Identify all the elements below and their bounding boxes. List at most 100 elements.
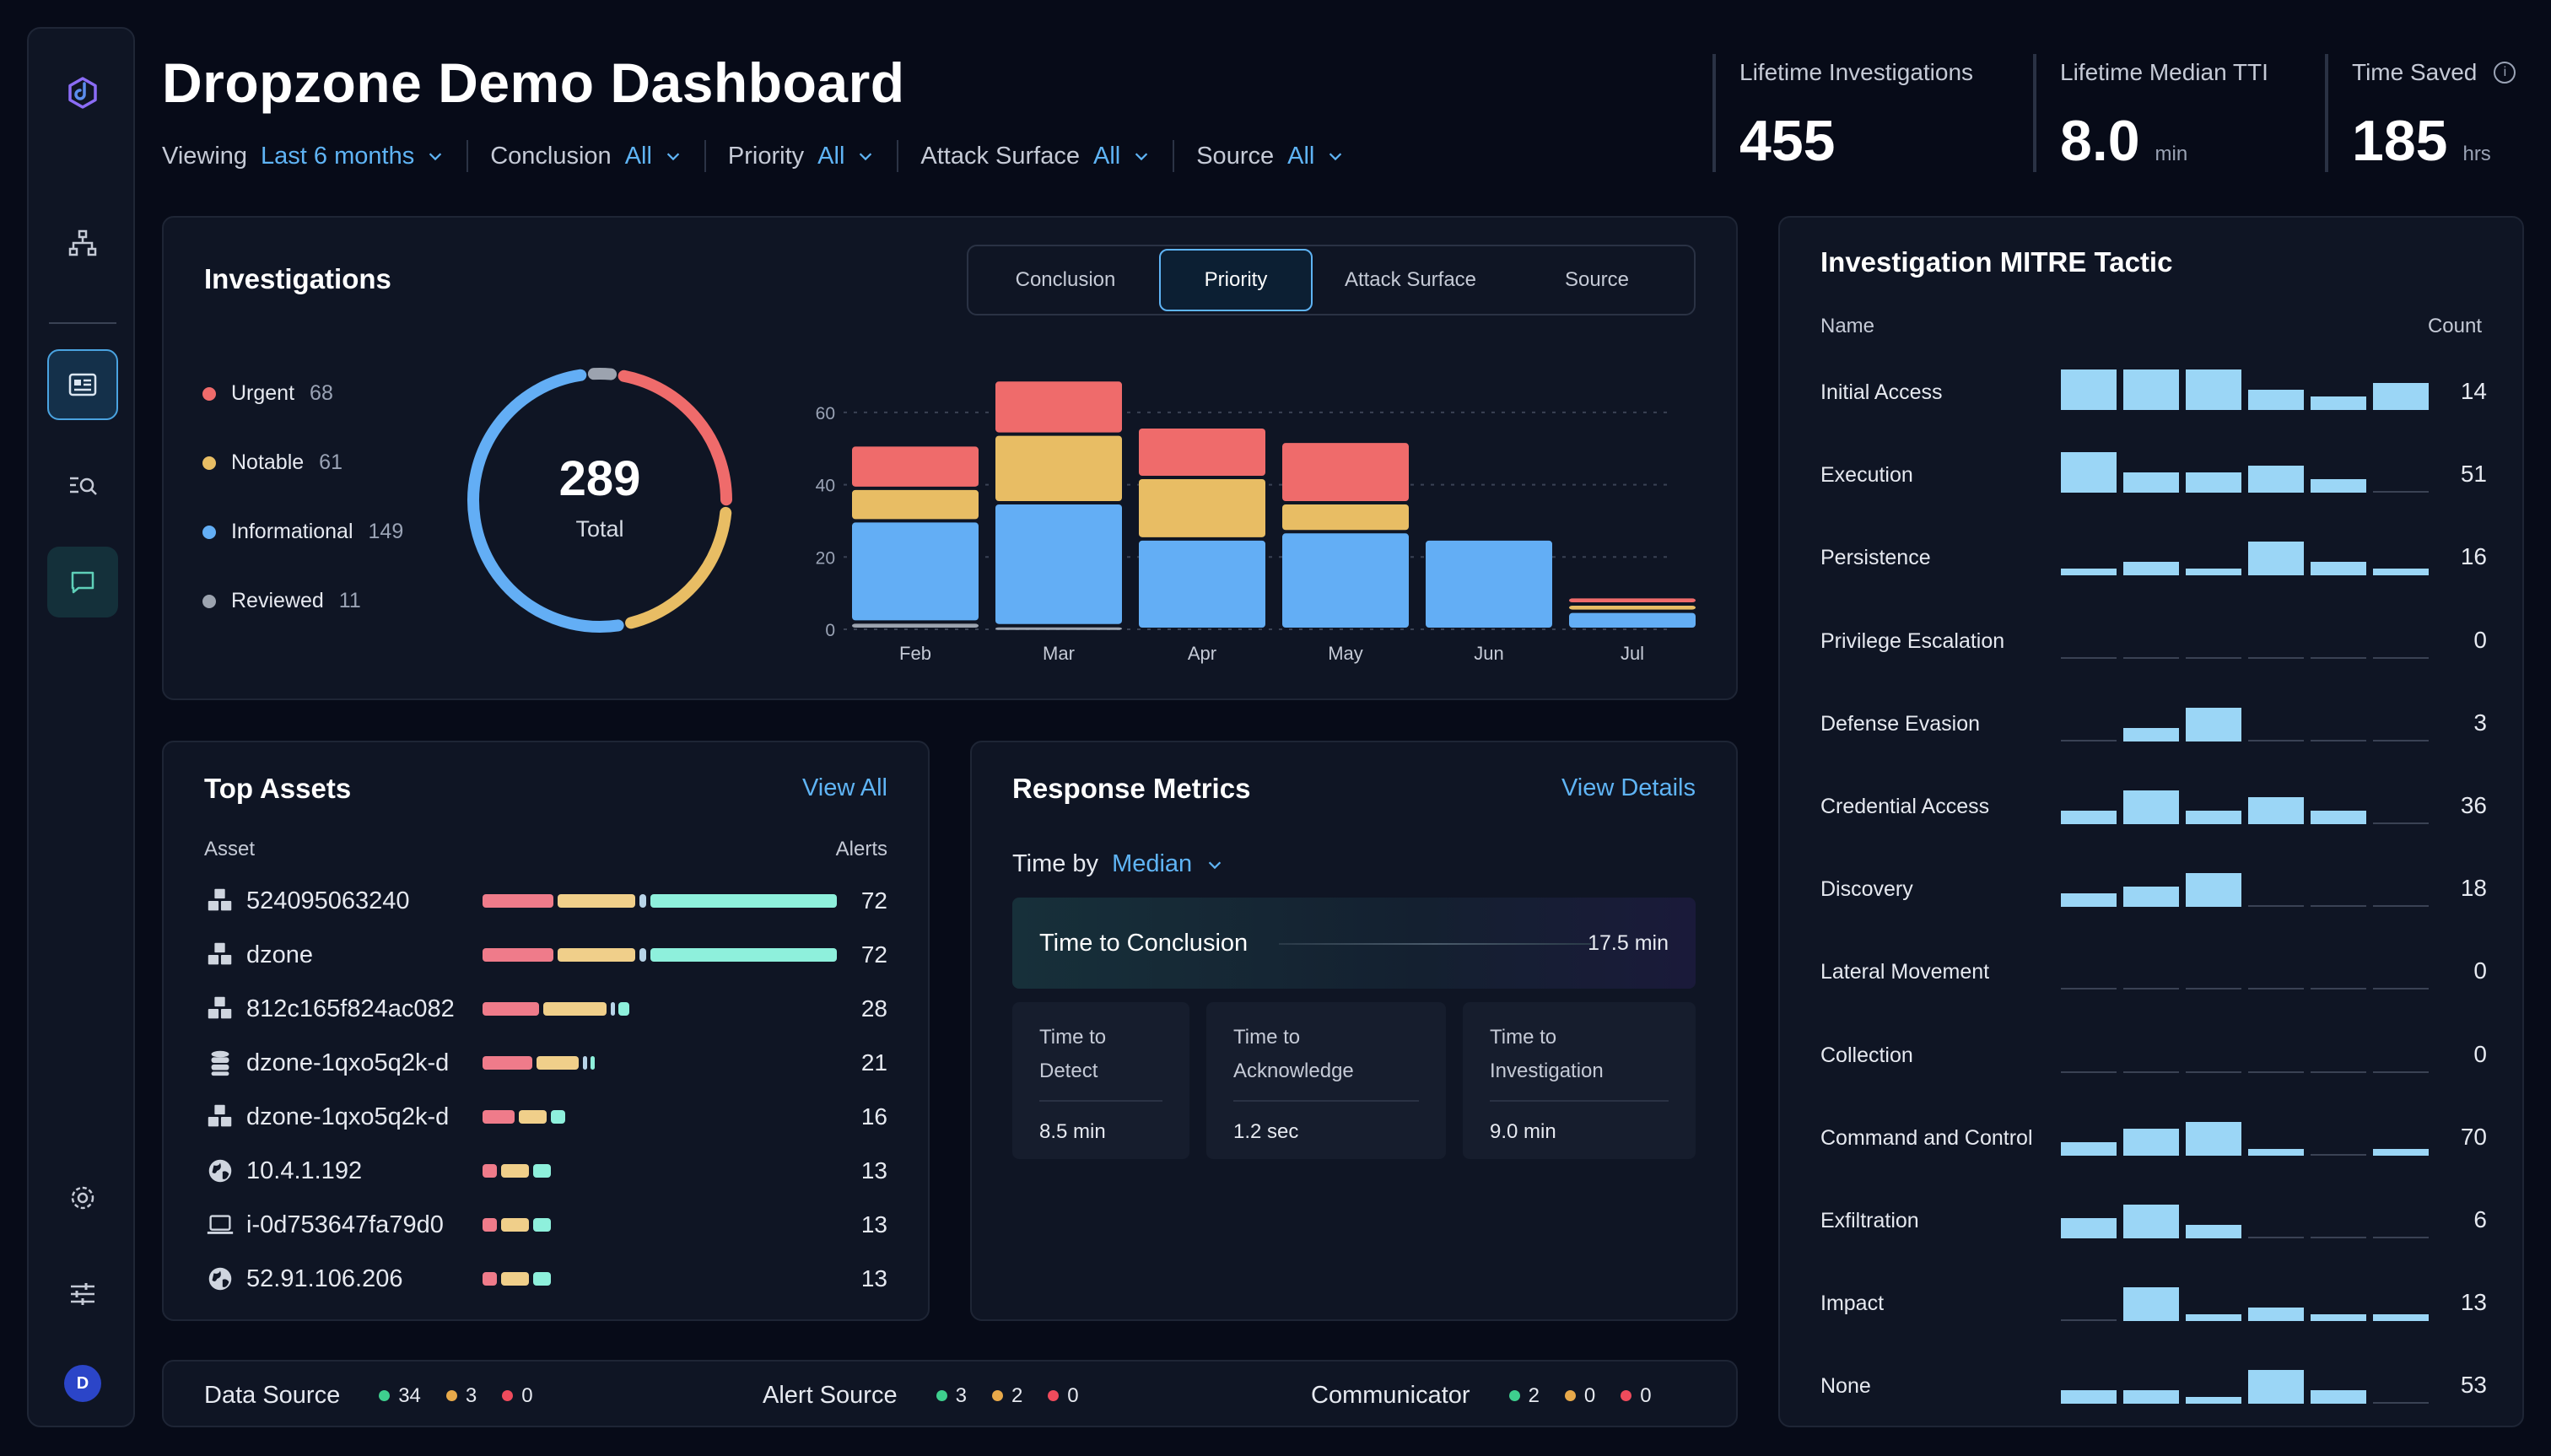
mitre-row[interactable]: Execution 51: [1820, 442, 2487, 493]
bar-may-informational[interactable]: [1282, 533, 1409, 628]
status-dot: [1508, 1390, 1520, 1401]
info-icon[interactable]: i: [2494, 62, 2516, 84]
view-details-link[interactable]: View Details: [1561, 774, 1696, 801]
mitre-row[interactable]: Privilege Escalation 0: [1820, 608, 2487, 659]
donut-slice-urgent[interactable]: [618, 369, 732, 506]
logo-icon[interactable]: [47, 57, 118, 128]
bar-may-notable[interactable]: [1282, 504, 1409, 531]
bar-jun-informational[interactable]: [1426, 540, 1552, 628]
sliders-icon[interactable]: [47, 1259, 118, 1329]
mitre-row[interactable]: Collection 0: [1820, 1022, 2487, 1073]
filter-viewing[interactable]: Viewing Last 6 months: [162, 140, 467, 172]
asset-bar-segment: [483, 1164, 497, 1178]
mitre-row[interactable]: Discovery 18: [1820, 856, 2487, 908]
status-dot: [1621, 1390, 1632, 1401]
bar-mar-urgent[interactable]: [995, 381, 1122, 433]
dashboard-icon[interactable]: [47, 349, 118, 420]
org-chart-icon[interactable]: [47, 208, 118, 278]
bar-mar-reviewed[interactable]: [995, 627, 1122, 630]
chat-icon[interactable]: [47, 547, 118, 617]
mitre-count: 51: [2460, 461, 2487, 488]
asset-row[interactable]: 812c165f824ac082 28: [204, 990, 887, 1027]
asset-bar-segment: [533, 1272, 552, 1286]
time-by-selector[interactable]: Time by Median: [1012, 850, 1224, 878]
donut-slice-notable[interactable]: [625, 506, 732, 629]
globe-icon: [204, 1263, 236, 1295]
bar-jul-notable[interactable]: [1569, 606, 1696, 610]
mitre-tactic-name: Defense Evasion: [1820, 711, 1981, 736]
footer-communicator[interactable]: Communicator 2 0 0: [1311, 1382, 1677, 1410]
bar-mar-informational[interactable]: [995, 504, 1122, 624]
tab-conclusion[interactable]: Conclusion: [1015, 268, 1116, 291]
bar-apr-informational[interactable]: [1139, 540, 1265, 628]
legend-reviewed[interactable]: Reviewed 11: [202, 589, 361, 613]
legend-urgent[interactable]: Urgent 68: [202, 381, 333, 406]
mitre-bar: [2186, 1070, 2241, 1073]
metric-detect: Time to Detect 8.5 min: [1012, 1002, 1189, 1159]
asset-row[interactable]: dzone 72: [204, 936, 887, 973]
bar-apr-urgent[interactable]: [1139, 429, 1265, 476]
mitre-row[interactable]: Command and Control 70: [1820, 1105, 2487, 1156]
asset-name: dzone-1qxo5q2k-d: [246, 1049, 450, 1076]
avatar[interactable]: D: [64, 1365, 101, 1402]
kpi-value: 8.0: [2060, 109, 2140, 173]
asset-row[interactable]: 52.91.106.206 13: [204, 1260, 887, 1297]
asset-bar-segment: [483, 1272, 497, 1286]
mitre-count: 70: [2460, 1123, 2487, 1150]
asset-row[interactable]: 524095063240 72: [204, 882, 887, 919]
footer-count: 2: [1528, 1383, 1540, 1407]
mitre-row[interactable]: None 53: [1820, 1353, 2487, 1405]
mitre-row[interactable]: Persistence 16: [1820, 525, 2487, 576]
footer-alert-source[interactable]: Alert Source 3 2 0: [763, 1382, 1104, 1410]
legend-dot: [202, 594, 216, 608]
filter-conclusion[interactable]: Conclusion All: [467, 140, 704, 172]
bar-jul-urgent[interactable]: [1569, 598, 1696, 602]
y-tick-label: 0: [825, 621, 835, 640]
bar-mar-notable[interactable]: [995, 435, 1122, 501]
top-assets-title: Top Assets: [204, 773, 352, 804]
filter-source[interactable]: Source All: [1173, 140, 1367, 172]
asset-row[interactable]: dzone-1qxo5q2k-d 21: [204, 1044, 887, 1081]
mitre-row[interactable]: Impact 13: [1820, 1270, 2487, 1322]
mitre-title: Investigation MITRE Tactic: [1820, 246, 2173, 278]
asset-row[interactable]: dzone-1qxo5q2k-d 16: [204, 1098, 887, 1135]
donut-slice-informational[interactable]: [467, 369, 624, 633]
asset-alert-bar: [483, 894, 838, 908]
asset-bar-segment: [639, 894, 646, 908]
bar-feb-notable[interactable]: [852, 489, 979, 520]
mitre-row[interactable]: Initial Access 14: [1820, 359, 2487, 410]
filter-attack-surface[interactable]: Attack Surface All: [897, 140, 1173, 172]
x-tick-label: Feb: [899, 643, 931, 664]
tab-source[interactable]: Source: [1564, 268, 1630, 291]
asset-row[interactable]: i-0d753647fa79d0 13: [204, 1206, 887, 1243]
investigations-tabs: Conclusion Priority Attack Surface Source: [967, 245, 1696, 315]
asset-row[interactable]: 10.4.1.192 13: [204, 1152, 887, 1189]
view-all-link[interactable]: View All: [801, 774, 887, 801]
bar-jul-informational[interactable]: [1569, 612, 1696, 628]
tab-attack-surface[interactable]: Attack Surface: [1344, 268, 1477, 291]
asset-alert-count: 21: [860, 1049, 887, 1076]
x-tick-label: Jun: [1474, 643, 1503, 664]
bar-feb-informational[interactable]: [852, 522, 979, 621]
legend-informational[interactable]: Informational 149: [202, 520, 403, 544]
tab-priority[interactable]: Priority: [1159, 249, 1313, 311]
mitre-row[interactable]: Exfiltration 6: [1820, 1188, 2487, 1238]
donut-slice-reviewed[interactable]: [587, 368, 618, 380]
filter-priority[interactable]: Priority All: [704, 140, 897, 172]
bar-feb-urgent[interactable]: [852, 446, 979, 487]
metric-label-line1: Time to: [1039, 1026, 1107, 1049]
footer-count: 3: [465, 1383, 477, 1407]
search-list-icon[interactable]: [47, 450, 118, 521]
footer-data-source[interactable]: Data Source 34 3 0: [204, 1382, 558, 1410]
mitre-row[interactable]: Credential Access 36: [1820, 774, 2487, 824]
mitre-row[interactable]: Lateral Movement 0: [1820, 939, 2487, 990]
bar-apr-notable[interactable]: [1139, 479, 1265, 537]
bar-feb-reviewed[interactable]: [852, 623, 979, 628]
asset-bar-segment: [618, 1002, 629, 1016]
bar-may-urgent[interactable]: [1282, 443, 1409, 501]
mitre-bar: [2248, 739, 2304, 741]
mitre-bar: [2311, 479, 2366, 493]
settings-gear-icon[interactable]: [47, 1162, 118, 1233]
mitre-row[interactable]: Defense Evasion 3: [1820, 691, 2487, 741]
legend-notable[interactable]: Notable 61: [202, 450, 342, 475]
